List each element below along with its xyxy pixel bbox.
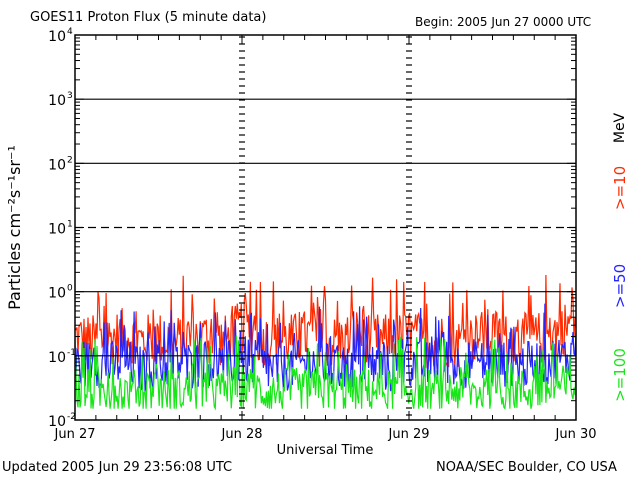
chart-title: GOES11 Proton Flux (5 minute data) xyxy=(30,10,267,25)
legend-channel-label: >=50 xyxy=(611,264,629,308)
y-tick-exponent: -2 xyxy=(67,412,76,422)
updated-timestamp: Updated 2005 Jun 29 23:56:08 UTC xyxy=(2,460,233,475)
y-tick-label: 10 xyxy=(48,286,66,302)
legend-channel-label: >=100 xyxy=(611,348,629,402)
y-tick-label: 10 xyxy=(48,157,66,173)
y-axis-label: Particles cm⁻²s⁻¹sr⁻¹ xyxy=(5,145,24,310)
y-tick-exponent: 0 xyxy=(67,284,73,294)
series-line xyxy=(74,335,577,411)
plot-frame xyxy=(74,34,577,421)
x-tick-label: Jun 30 xyxy=(555,427,597,442)
series-line xyxy=(74,274,577,368)
begin-time-label: Begin: 2005 Jun 27 0000 UTC xyxy=(415,15,592,29)
y-tick-exponent: 2 xyxy=(67,155,73,165)
x-tick-label: Jun 28 xyxy=(221,427,263,442)
y-tick-exponent: 1 xyxy=(67,220,73,230)
y-tick-label: 10 xyxy=(48,350,66,366)
legend-channel-label: >=10 xyxy=(611,166,629,210)
x-axis-label: Universal Time xyxy=(277,443,374,458)
y-tick-exponent: -1 xyxy=(67,348,76,358)
y-tick-label: 10 xyxy=(48,29,66,45)
y-tick-label: 10 xyxy=(48,222,66,238)
x-tick-label: Jun 29 xyxy=(388,427,430,442)
legend-unit-label: MeV xyxy=(612,112,628,143)
y-tick-exponent: 4 xyxy=(67,27,73,37)
credit-label: NOAA/SEC Boulder, CO USA xyxy=(436,460,617,475)
y-tick-label: 10 xyxy=(48,93,66,109)
y-tick-label: 10 xyxy=(48,414,66,430)
y-tick-exponent: 3 xyxy=(67,91,73,101)
x-tick-label: Jun 27 xyxy=(54,427,96,442)
